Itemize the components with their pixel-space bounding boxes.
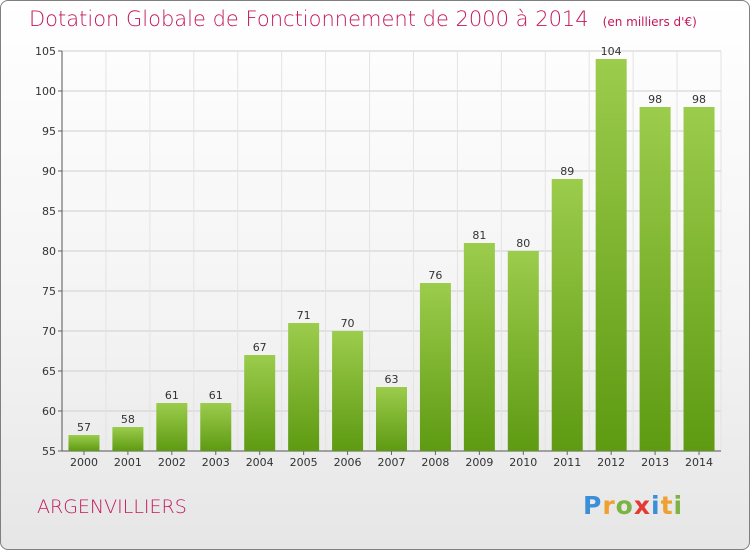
labels: 55 60 65 70 75 80 85 90 95 100 105 57 2000 58 2001 61 20… [35,45,713,469]
data-label: 104 [601,45,622,58]
data-label: 81 [472,229,486,242]
y-tick-label: 95 [42,125,56,138]
data-label: 80 [516,237,530,250]
data-label: 89 [560,165,574,178]
chart-title: Dotation Globale de Fonctionnement de 20… [29,7,589,31]
bar [68,435,100,451]
y-tick-label: 70 [42,325,56,338]
x-tick-label: 2004 [246,456,274,469]
x-tick-label: 2014 [685,456,713,469]
bar [200,403,232,451]
x-tick-label: 2008 [421,456,449,469]
data-label: 61 [165,389,179,402]
y-tick-label: 105 [35,45,56,58]
bar [156,403,188,451]
x-tick-label: 2011 [553,456,581,469]
proxiti-logo: Proxiti [583,491,684,520]
bar [244,355,276,451]
data-label: 98 [692,93,706,106]
commune-name: ARGENVILLIERS [37,496,187,518]
data-label: 71 [297,309,311,322]
x-tick-label: 2003 [202,456,230,469]
data-label: 70 [341,317,355,330]
y-tick-label: 75 [42,285,56,298]
x-tick-label: 2000 [70,456,98,469]
bar [112,427,144,451]
x-tick-label: 2006 [334,456,362,469]
data-label: 58 [121,413,135,426]
x-tick-label: 2001 [114,456,142,469]
y-tick-label: 100 [35,85,56,98]
bar [288,323,320,451]
chart-title-block: Dotation Globale de Fonctionnement de 20… [29,7,697,31]
x-tick-label: 2002 [158,456,186,469]
x-tick-label: 2007 [378,456,406,469]
bar [463,243,495,451]
y-tick-label: 90 [42,165,56,178]
data-label: 76 [428,269,442,282]
y-tick-label: 60 [42,405,56,418]
bar [551,179,583,451]
data-label: 61 [209,389,223,402]
bar [683,107,715,451]
bar [376,387,407,451]
x-tick-label: 2013 [641,456,669,469]
y-tick-label: 55 [42,445,56,458]
y-tick-label: 80 [42,245,56,258]
y-tick-label: 65 [42,365,56,378]
x-tick-label: 2010 [509,456,537,469]
bar [639,107,671,451]
bar [332,331,364,451]
data-label: 63 [385,373,399,386]
data-label: 57 [77,421,91,434]
x-tick-label: 2009 [465,456,493,469]
chart-unit: (en milliers d'€) [602,15,697,29]
data-label: 98 [648,93,662,106]
bars [68,59,715,451]
bar [419,283,451,451]
data-label: 67 [253,341,267,354]
x-tick-label: 2005 [290,456,318,469]
x-tick-label: 2012 [597,456,625,469]
bar [507,251,539,451]
bar [595,59,627,451]
y-tick-label: 85 [42,205,56,218]
